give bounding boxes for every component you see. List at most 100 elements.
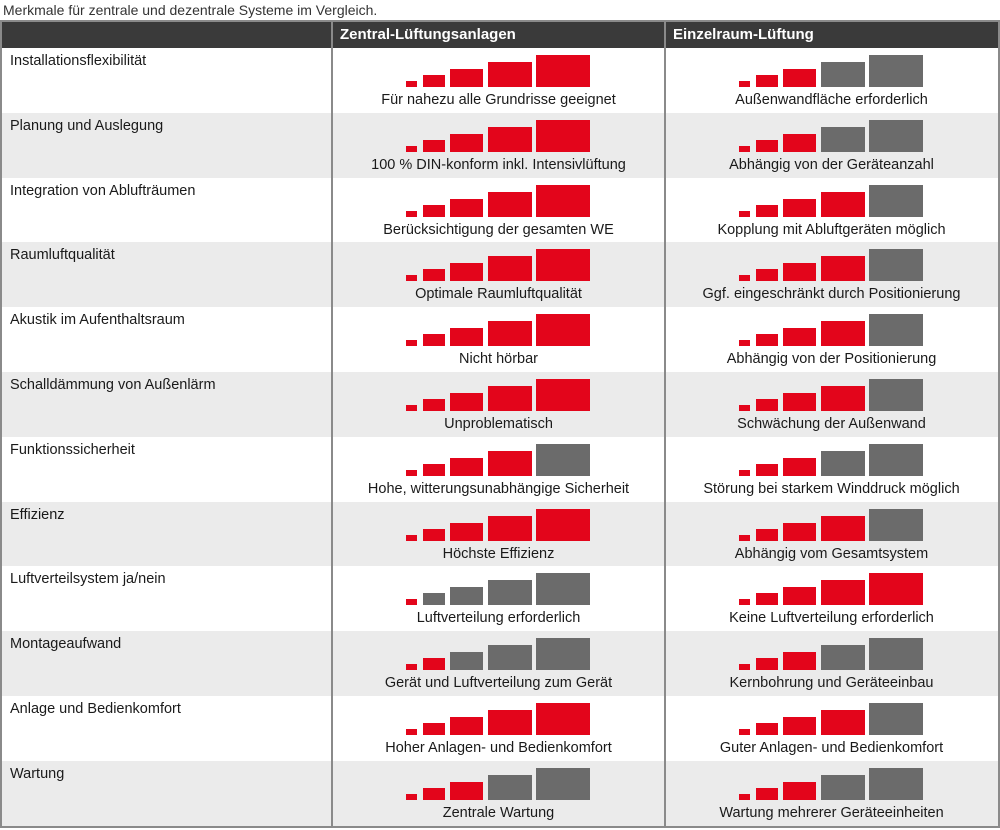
table-row: Luftverteilsystem ja/nein Luftverteilung … — [2, 566, 998, 631]
rating-bar — [756, 334, 778, 347]
header-single-room-ventilation: Einzelraum-Lüftung — [673, 26, 814, 43]
rating-bar — [739, 599, 750, 606]
rating-bar — [450, 393, 483, 411]
rating-bars — [406, 249, 592, 282]
rating-bar — [536, 119, 590, 152]
rating-bar — [739, 405, 750, 411]
rating-bar — [783, 652, 816, 671]
rating-bar — [783, 69, 816, 87]
rating-bar — [536, 573, 590, 606]
rating-bar — [450, 457, 483, 476]
rating-bar — [783, 457, 816, 476]
rating-bars — [739, 314, 925, 347]
rating-bars — [406, 443, 592, 476]
table-row: Raumluftqualität Optimale Raumluftqualitä… — [2, 242, 998, 308]
rating-bar — [821, 126, 865, 152]
rating-bar — [756, 593, 778, 606]
rating-description: Für nahezu alle Grundrisse geeignet — [381, 92, 616, 108]
single-room-rating-cell: Abhängig vom Gesamtsystem — [665, 502, 998, 567]
rating-bar — [869, 314, 923, 347]
rating-bar — [869, 184, 923, 217]
single-room-rating-cell: Wartung mehrerer Geräteeinheiten — [665, 761, 998, 826]
rating-bar — [406, 534, 417, 541]
rating-bar — [488, 191, 532, 217]
rating-description: Berücksichtigung der gesamten WE — [383, 221, 614, 238]
rating-bar — [869, 55, 923, 87]
rating-bar — [488, 386, 532, 411]
rating-bars — [739, 443, 925, 476]
rating-description: Wartung mehrerer Geräteeinheiten — [719, 804, 944, 821]
central-rating-cell: 100 % DIN-konform inkl. Intensivlüftung — [332, 113, 665, 178]
rating-bar — [450, 587, 483, 606]
rating-bar — [869, 443, 923, 476]
rating-description: 100 % DIN-konform inkl. Intensivlüftung — [371, 156, 626, 173]
rating-bar — [783, 781, 816, 800]
rating-bar — [869, 703, 923, 735]
rating-bar — [869, 767, 923, 800]
rating-bar — [783, 393, 816, 411]
rating-bar — [869, 573, 923, 606]
single-room-rating-cell: Schwächung der Außenwand — [665, 372, 998, 437]
rating-bar — [783, 263, 816, 282]
rating-bar — [536, 249, 590, 282]
rating-bar — [783, 328, 816, 347]
rating-bar — [406, 729, 417, 735]
rating-bar — [488, 450, 532, 476]
rating-bar — [821, 191, 865, 217]
rating-bars — [406, 314, 592, 347]
rating-bars — [406, 184, 592, 217]
central-rating-cell: Luftverteilung erforderlich — [332, 566, 665, 631]
rating-bar — [756, 528, 778, 541]
rating-bar — [821, 256, 865, 282]
table-row: Schalldämmung von Außenlärm Unproblematis… — [2, 372, 998, 437]
single-room-rating-cell: Abhängig von der Geräteanzahl — [665, 113, 998, 178]
central-rating-cell: Berücksichtigung der gesamten WE — [332, 178, 665, 243]
rating-description: Störung bei starkem Winddruck möglich — [703, 480, 960, 497]
rating-bars — [406, 703, 592, 735]
rating-description: Hoher Anlagen- und Bedienkomfort — [385, 740, 612, 756]
table-row: Funktionssicherheit Hohe, witterungsunabh… — [2, 437, 998, 502]
rating-bar — [739, 210, 750, 217]
rating-bar — [783, 522, 816, 541]
header-feature — [2, 22, 332, 48]
table-caption: Merkmale für zentrale und dezentrale Sys… — [3, 2, 378, 18]
rating-bar — [739, 534, 750, 541]
rating-bars — [406, 638, 592, 671]
rating-bar — [406, 210, 417, 217]
rating-bar — [756, 204, 778, 217]
rating-bars — [739, 119, 925, 152]
feature-label: Montageaufwand — [10, 636, 122, 653]
rating-bar — [488, 62, 532, 87]
single-room-rating-cell: Kopplung mit Abluftgeräten möglich — [665, 178, 998, 243]
rating-bar — [406, 469, 417, 476]
central-rating-cell: Höchste Effizienz — [332, 502, 665, 567]
feature-label: Installationsflexibilität — [10, 53, 147, 69]
rating-bar — [739, 275, 750, 282]
rating-bar — [821, 450, 865, 476]
rating-bar — [821, 386, 865, 411]
column-divider — [664, 22, 666, 826]
feature-label: Effizienz — [10, 506, 65, 523]
rating-bar — [406, 793, 417, 800]
rating-bar — [821, 774, 865, 800]
rating-bar — [450, 522, 483, 541]
feature-label: Luftverteilsystem ja/nein — [10, 571, 166, 588]
rating-bars — [406, 573, 592, 606]
feature-label: Planung und Auslegung — [10, 117, 164, 134]
rating-bar — [756, 269, 778, 282]
rating-bar — [821, 710, 865, 735]
rating-bar — [739, 340, 750, 347]
rating-bar — [783, 717, 816, 735]
rating-bars — [739, 573, 925, 606]
table-row: Planung und Auslegung 100 % DIN-konform i… — [2, 112, 998, 178]
central-rating-cell: Unproblematisch — [332, 372, 665, 437]
rating-bar — [821, 321, 865, 347]
rating-bar — [869, 638, 923, 671]
rating-description: Abhängig vom Gesamtsystem — [734, 545, 929, 562]
rating-bar — [423, 528, 445, 541]
rating-bar — [536, 638, 590, 671]
rating-description: Außenwandfläche erforderlich — [735, 92, 928, 108]
rating-bar — [536, 703, 590, 735]
rating-bars — [739, 55, 925, 87]
rating-description: Luftverteilung erforderlich — [416, 610, 581, 627]
